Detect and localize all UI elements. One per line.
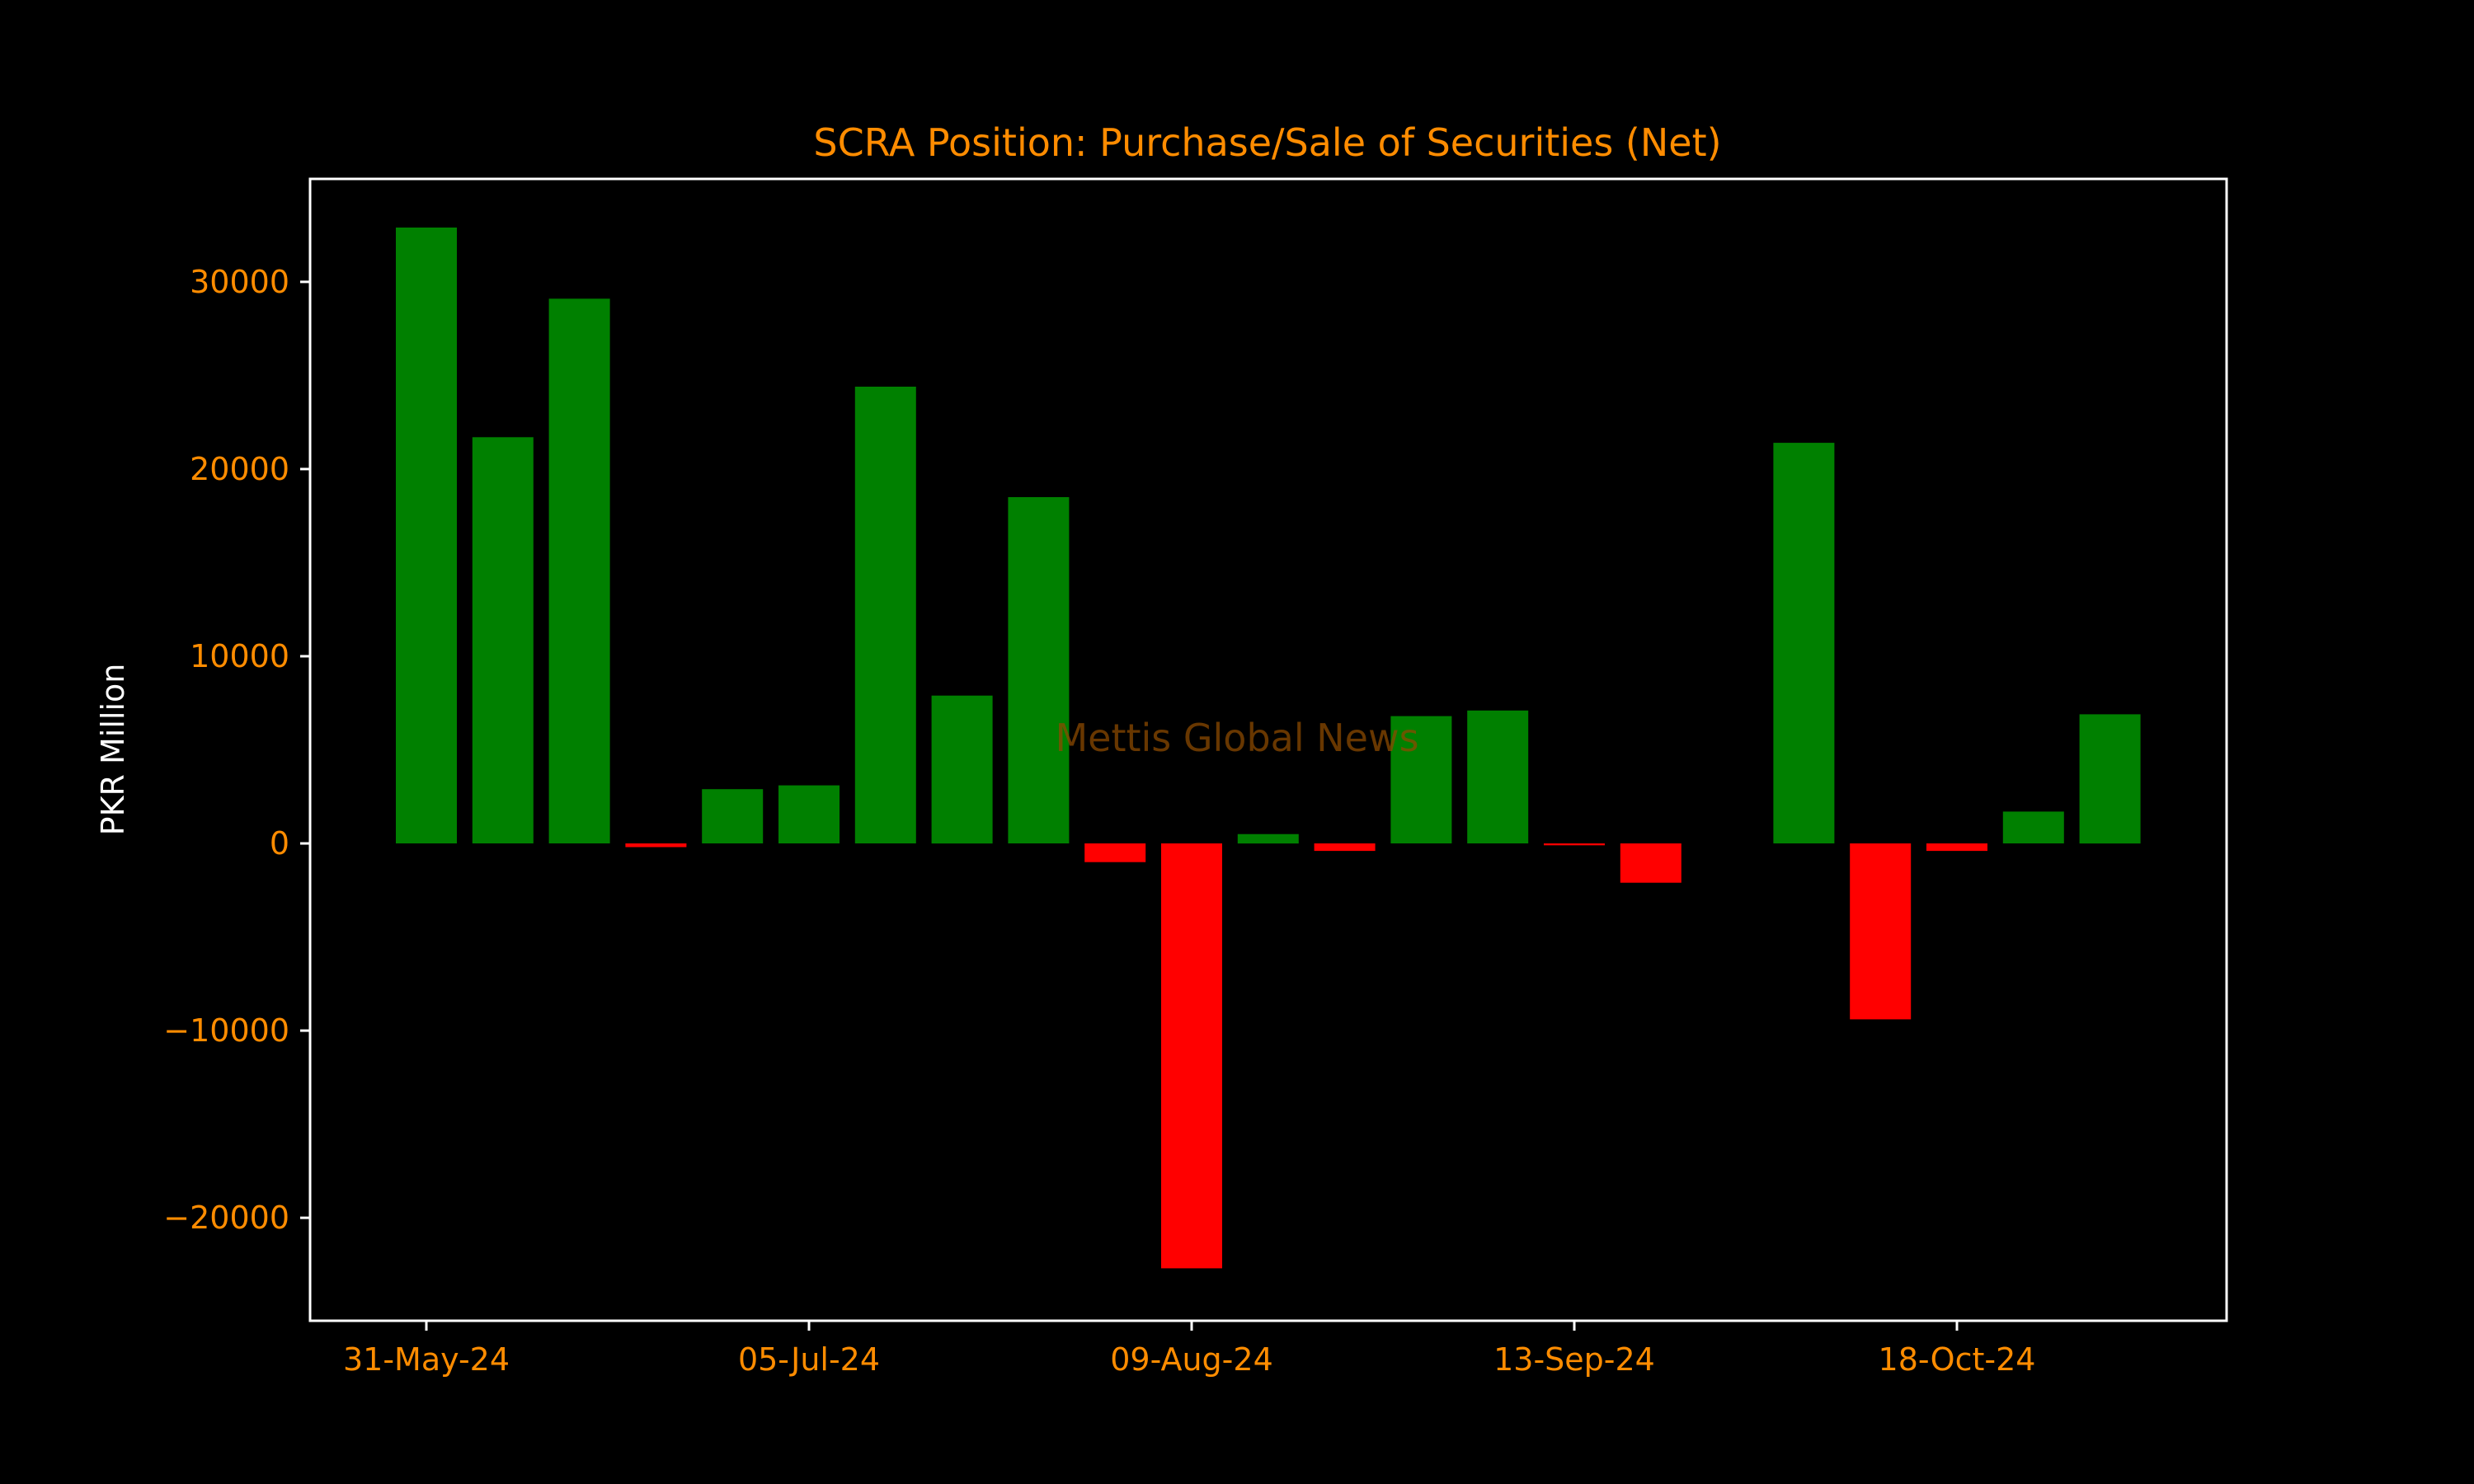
bar-06-Sep-24 <box>1467 710 1529 843</box>
x-tick-label: 18-Oct-24 <box>1879 1341 2036 1378</box>
bar-26-Jul-24 <box>1008 497 1070 843</box>
plot-area <box>396 228 2141 1269</box>
x-axis: 31-May-24 05-Jul-24 09-Aug-24 13-Sep-24 18-O… <box>343 1321 2035 1378</box>
y-tick-label: 30000 <box>190 264 289 300</box>
y-tick-label: −20000 <box>163 1200 289 1236</box>
y-axis: −20000 −10000 0 10000 20000 30000 <box>163 264 310 1236</box>
bar-01-Nov-24 <box>2079 714 2141 844</box>
bar-02-Aug-24 <box>1084 843 1146 862</box>
watermark: Mettis Global News <box>1055 716 1418 760</box>
bar-04-Oct-24 <box>1773 443 1835 843</box>
bar-23-Aug-24 <box>1314 843 1376 852</box>
bar-07-Jun-24 <box>472 437 534 843</box>
bar-13-Sep-24 <box>1544 843 1605 846</box>
bar-09-Aug-24 <box>1161 843 1222 1269</box>
y-tick-label: −10000 <box>163 1012 289 1049</box>
y-axis-label: PKR Million <box>95 664 131 836</box>
bar-30-Aug-24 <box>1390 716 1452 843</box>
x-tick-label: 09-Aug-24 <box>1110 1341 1273 1378</box>
bar-11-Oct-24 <box>1850 843 1912 1020</box>
bar-19-Jul-24 <box>931 695 993 844</box>
bar-12-Jul-24 <box>854 387 916 843</box>
x-tick-label: 13-Sep-24 <box>1493 1341 1655 1378</box>
bar-25-Oct-24 <box>2002 811 2064 843</box>
bar-20-Sep-24 <box>1620 843 1681 883</box>
axes-frame <box>308 177 2228 1322</box>
chart-title: SCRA Position: Purchase/Sale of Securiti… <box>813 120 1721 165</box>
bar-14-Jun-24 <box>548 298 610 843</box>
x-tick-label: 05-Jul-24 <box>738 1341 880 1378</box>
bar-31-May-24 <box>396 228 457 843</box>
y-tick-label: 10000 <box>190 638 289 674</box>
y-tick-label: 0 <box>270 825 289 862</box>
bar-28-Jun-24 <box>702 789 764 843</box>
x-tick-label: 31-May-24 <box>343 1341 510 1378</box>
bar-05-Jul-24 <box>778 785 840 843</box>
y-tick-label: 20000 <box>190 451 289 487</box>
bar-18-Oct-24 <box>1926 843 1987 852</box>
bar-21-Jun-24 <box>625 843 687 848</box>
bar-16-Aug-24 <box>1237 834 1299 844</box>
